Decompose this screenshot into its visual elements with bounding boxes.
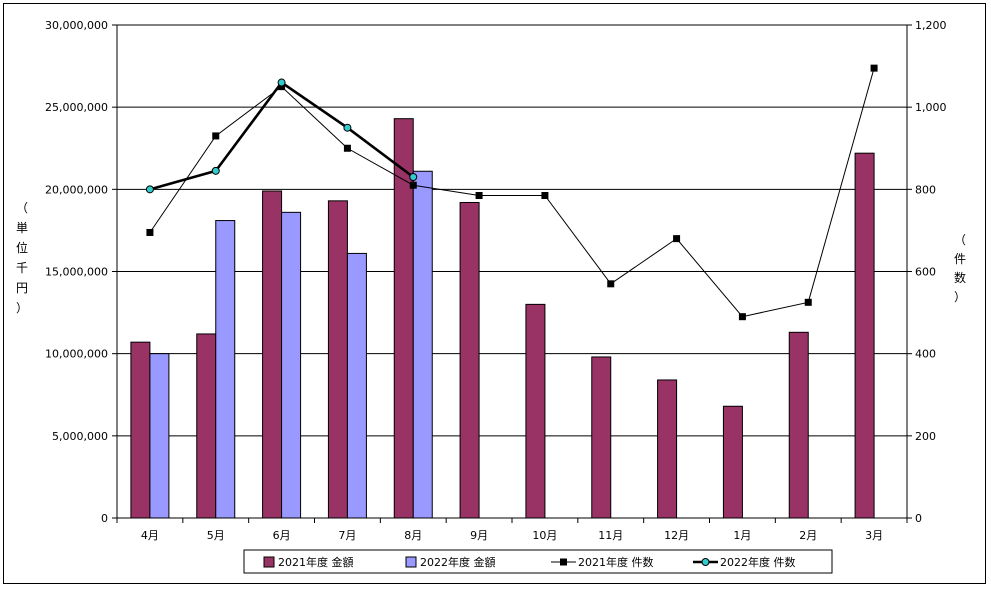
left-tick-label: 30,000,000 xyxy=(45,19,108,32)
series-line-2 xyxy=(149,68,875,318)
left-axis-label-char: 千 xyxy=(16,261,28,275)
bar-0-0 xyxy=(130,341,151,519)
legend: 2021年度 金額 2022年度 金額 2021年度 件数 2022年度 件数 xyxy=(243,549,833,574)
marker-2-7 xyxy=(607,280,615,288)
bar-0-2 xyxy=(262,190,283,519)
bars xyxy=(130,118,875,519)
marker-3-0 xyxy=(145,185,154,194)
marker-3-1 xyxy=(211,166,220,175)
right-axis-label: （ 件数 ） xyxy=(954,233,966,304)
legend-label-0: 2021年度 金額 xyxy=(278,555,354,569)
left-ticks: 0 5,000,000 10,000,000 15,000,000 20,000,000… xyxy=(45,19,117,525)
x-tick-label: 4月 xyxy=(141,529,159,542)
gridlines xyxy=(117,24,907,437)
bar-1-4 xyxy=(412,170,433,519)
right-tick-label: 200 xyxy=(915,430,936,443)
left-tick-label: 10,000,000 xyxy=(45,348,108,361)
x-tick-label: 3月 xyxy=(865,529,883,542)
marker-2-4 xyxy=(409,181,417,189)
bar-0-7 xyxy=(591,356,612,519)
legend-label-1: 2022年度 金額 xyxy=(420,555,496,569)
left-tick-label: 15,000,000 xyxy=(45,266,108,279)
bar-0-9 xyxy=(722,405,743,519)
marker-2-1 xyxy=(212,132,220,140)
left-tick-label: 5,000,000 xyxy=(52,430,108,443)
left-axis-label-char: 位 xyxy=(16,240,28,255)
marker-2-11 xyxy=(870,64,878,72)
marker-3-4 xyxy=(409,173,418,182)
left-axis-label-char: ） xyxy=(16,301,28,315)
marker-2-9 xyxy=(738,313,746,321)
legend-marker-3 xyxy=(701,558,710,566)
legend-label-2: 2021年度 件数 xyxy=(578,555,654,569)
right-axis-label-char: 数 xyxy=(954,270,966,285)
legend-box xyxy=(243,549,833,574)
marker-2-0 xyxy=(146,228,154,236)
bar-0-3 xyxy=(327,200,348,519)
right-axis-label-char: （ xyxy=(954,233,966,247)
left-axis-label-char: （ xyxy=(16,201,28,215)
right-axis-label-char: ） xyxy=(954,290,966,304)
bar-1-3 xyxy=(346,252,367,519)
bar-1-1 xyxy=(215,220,236,519)
bar-0-5 xyxy=(459,201,480,519)
right-ticks: 0 200 400 600 800 1,000 1,200 xyxy=(907,19,947,525)
x-tick-label: 10月 xyxy=(532,529,557,542)
bar-1-0 xyxy=(149,353,170,519)
left-tick-label: 20,000,000 xyxy=(45,183,108,196)
marker-2-8 xyxy=(673,235,681,243)
marker-3-2 xyxy=(277,78,286,87)
bar-1-2 xyxy=(281,211,302,519)
marker-2-10 xyxy=(804,298,812,306)
right-axis-label-char: 件 xyxy=(954,252,966,266)
x-ticks: 4月 5月 6月 7月 8月 9月 10月 11月 12月 1月 2月 3月 xyxy=(116,518,908,542)
left-tick-label: 25,000,000 xyxy=(45,101,108,114)
right-tick-label: 1,200 xyxy=(915,19,947,32)
bar-0-8 xyxy=(657,379,678,519)
x-tick-label: 2月 xyxy=(799,529,817,542)
bar-0-10 xyxy=(788,331,809,519)
marker-2-6 xyxy=(541,191,549,199)
x-tick-label: 1月 xyxy=(733,529,751,542)
right-tick-label: 400 xyxy=(915,348,936,361)
marker-3-3 xyxy=(343,123,352,132)
lines xyxy=(145,64,878,321)
x-tick-label: 11月 xyxy=(598,529,623,542)
bar-0-6 xyxy=(525,303,546,519)
right-tick-label: 600 xyxy=(915,266,936,279)
legend-marker-2 xyxy=(560,558,567,566)
x-tick-label: 9月 xyxy=(470,529,488,542)
right-tick-label: 1,000 xyxy=(915,101,947,114)
x-tick-label: 6月 xyxy=(273,529,291,542)
right-tick-label: 0 xyxy=(915,512,922,525)
x-tick-label: 12月 xyxy=(664,529,689,542)
x-tick-label: 7月 xyxy=(338,529,356,542)
left-axis-label-char: 単 xyxy=(16,221,28,235)
left-axis-label-char: 円 xyxy=(16,281,28,295)
left-tick-label: 0 xyxy=(101,512,108,525)
legend-label-3: 2022年度 件数 xyxy=(720,555,796,569)
legend-swatch-1 xyxy=(405,556,417,568)
x-tick-label: 5月 xyxy=(207,529,225,542)
bar-0-1 xyxy=(196,333,217,519)
bar-0-11 xyxy=(854,152,875,519)
x-tick-label: 8月 xyxy=(404,529,422,542)
series-line-3 xyxy=(149,80,415,191)
marker-2-3 xyxy=(343,144,351,152)
marker-2-2 xyxy=(278,83,286,91)
marker-2-5 xyxy=(475,191,483,199)
right-tick-label: 800 xyxy=(915,183,936,196)
legend-swatch-0 xyxy=(263,556,275,568)
